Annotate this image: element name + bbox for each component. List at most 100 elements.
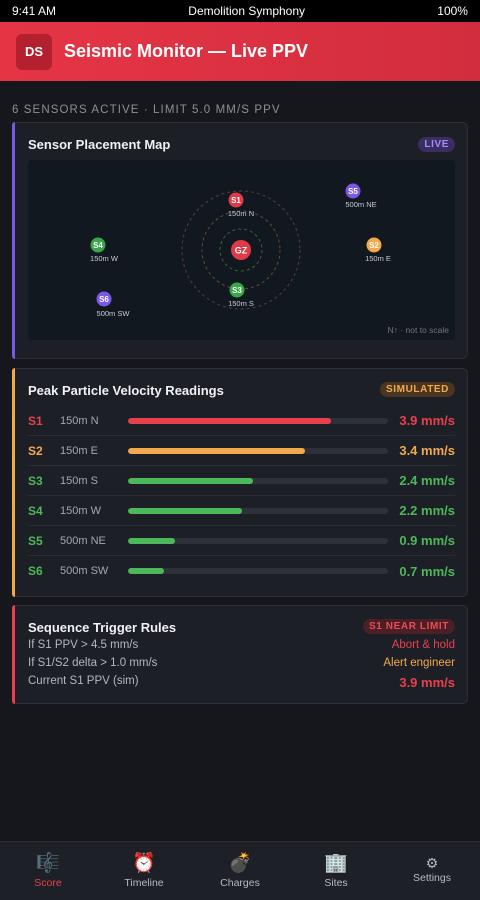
sensor-id: S5 — [28, 533, 43, 548]
ppv-row-s2[interactable]: S2 150m E 3.4 mm/s — [28, 436, 455, 466]
sensor-marker-s4: S4 150m W — [90, 237, 119, 263]
sensor-location: 150m W — [60, 504, 101, 517]
sensor-marker-s5: S5 500m NE — [345, 183, 377, 209]
status-bar: 9:41 AM Demolition Symphony 100% — [0, 0, 480, 22]
sensor-marker-s1: S1 150m N — [228, 192, 254, 218]
svg-text:500m SW: 500m SW — [97, 309, 131, 318]
trigger-rules-card: Sequence Trigger Rules S1 NEAR LIMIT If … — [12, 605, 468, 704]
ppv-bar-track — [128, 507, 388, 514]
svg-text:S2: S2 — [369, 241, 379, 250]
sensor-location: 150m N — [60, 414, 99, 427]
sensor-map-card: Sensor Placement Map LIVE GZ S1 150m N S… — [12, 122, 468, 359]
sensor-id: S6 — [28, 564, 43, 578]
rule-action: Alert engineer — [383, 657, 455, 669]
sensor-location: 500m SW — [60, 565, 109, 577]
status-time: 9:41 AM — [12, 4, 57, 18]
sensor-location: 150m S — [60, 474, 98, 487]
sensor-id: S4 — [28, 503, 43, 518]
trigger-rule-row: Current S1 PPV (sim) 3.9 mm/s — [28, 675, 455, 690]
svg-text:150m N: 150m N — [228, 209, 254, 218]
tab-label: Charges — [220, 877, 260, 889]
tab-settings[interactable]: ⚙ Settings — [384, 842, 480, 900]
map-scale-note: N↑ · not to scale — [387, 325, 449, 335]
svg-text:150m E: 150m E — [365, 254, 391, 263]
svg-text:150m W: 150m W — [90, 254, 119, 263]
ground-zero-label: GZ — [235, 246, 248, 256]
ppv-row-s3[interactable]: S3 150m S 2.4 mm/s — [28, 466, 455, 496]
sensor-id: S2 — [28, 443, 43, 458]
ppv-row-s5[interactable]: S5 500m NE 0.9 mm/s — [28, 526, 455, 556]
tab-timeline[interactable]: ⏰ Timeline — [96, 842, 192, 900]
rule-action: Abort & hold — [391, 639, 455, 651]
rule-condition: Current S1 PPV (sim) — [28, 675, 139, 687]
ppv-bar-fill — [128, 568, 165, 574]
bomb-icon: 💣 — [228, 853, 252, 874]
tab-label: Score — [34, 877, 62, 889]
ppv-bar-track — [128, 417, 388, 424]
ppv-bar-fill — [128, 447, 305, 454]
tab-label: Settings — [413, 872, 451, 884]
ppv-bar-track — [128, 568, 388, 574]
ppv-row-s1[interactable]: S1 150m N 3.9 mm/s — [28, 406, 455, 436]
building-icon: 🏢 — [324, 853, 348, 874]
tab-label: Sites — [324, 877, 348, 889]
ppv-bar-fill — [128, 537, 175, 544]
rule-condition: If S1 PPV > 4.5 mm/s — [28, 639, 139, 651]
ppv-value: 0.7 mm/s — [399, 563, 455, 579]
map-card-title: Sensor Placement Map — [28, 137, 171, 152]
ppv-readings-card: Peak Particle Velocity Readings SIMULATE… — [12, 368, 468, 597]
sensor-summary: 6 SENSORS ACTIVE · LIMIT 5.0 MM/S PPV — [12, 104, 281, 116]
score-icon: 🎼 — [36, 853, 60, 874]
sensor-location: 500m NE — [60, 534, 106, 547]
ppv-bar-track — [128, 477, 388, 484]
rule-condition: If S1/S2 delta > 1.0 mm/s — [28, 657, 158, 669]
ppv-value: 2.2 mm/s — [399, 503, 455, 518]
ppv-bar-fill — [128, 507, 243, 514]
trigger-rule-row: If S1/S2 delta > 1.0 mm/s Alert engineer — [28, 657, 455, 669]
card-accent — [12, 368, 15, 597]
tab-sites[interactable]: 🏢 Sites — [288, 842, 384, 900]
ppv-row-s6[interactable]: S6 500m SW 0.7 mm/s — [28, 556, 455, 586]
inner-range-ring — [219, 228, 263, 272]
sensor-marker-s2: S2 150m E — [365, 237, 391, 263]
ppv-card-title: Peak Particle Velocity Readings — [28, 383, 224, 398]
ppv-bar-fill — [128, 417, 331, 424]
svg-text:S1: S1 — [231, 196, 241, 205]
rules-card-title: Sequence Trigger Rules — [28, 620, 177, 635]
ppv-bar-track — [128, 447, 388, 454]
outer-range-ring — [181, 190, 301, 310]
svg-text:150m S: 150m S — [228, 299, 254, 308]
ground-zero-marker — [231, 240, 251, 260]
sensor-id: S3 — [28, 473, 43, 488]
simulated-badge: SIMULATED — [380, 382, 455, 397]
trigger-rule-row: If S1 PPV > 4.5 mm/s Abort & hold — [28, 639, 455, 651]
card-accent — [12, 122, 15, 359]
ppv-bar-track — [128, 537, 388, 544]
sensor-marker-s3: S3 150m S — [228, 282, 254, 308]
sensor-map[interactable]: GZ S1 150m N S5 500m NE S4 150m W S2 150… — [28, 160, 455, 340]
app-logo[interactable]: DS — [16, 33, 52, 70]
svg-text:S3: S3 — [232, 286, 242, 295]
app-header: DS Seismic Monitor — Live PPV — [0, 22, 480, 81]
ppv-row-s4[interactable]: S4 150m W 2.2 mm/s — [28, 496, 455, 526]
sensor-id: S1 — [28, 413, 43, 428]
ppv-value: 3.4 mm/s — [399, 443, 455, 458]
sensor-location: 150m E — [60, 444, 98, 457]
page-title: Seismic Monitor — Live PPV — [64, 41, 309, 61]
near-limit-badge: S1 NEAR LIMIT — [362, 619, 455, 634]
tab-charges[interactable]: 💣 Charges — [192, 842, 288, 900]
gear-icon: ⚙ — [425, 855, 439, 871]
tab-score[interactable]: 🎼 Score — [0, 842, 96, 900]
svg-text:S4: S4 — [93, 241, 103, 250]
rule-action: 3.9 mm/s — [399, 675, 455, 690]
ppv-value: 0.9 mm/s — [399, 533, 455, 548]
svg-text:S5: S5 — [348, 187, 358, 196]
ppv-value: 3.9 mm/s — [399, 413, 455, 428]
ppv-bar-fill — [128, 477, 253, 484]
card-accent — [12, 605, 15, 704]
svg-text:S6: S6 — [99, 295, 109, 304]
tab-label: Timeline — [124, 877, 164, 889]
ppv-value: 2.4 mm/s — [399, 473, 455, 488]
status-app-name: Demolition Symphony — [188, 4, 306, 18]
svg-text:500m NE: 500m NE — [345, 200, 376, 209]
